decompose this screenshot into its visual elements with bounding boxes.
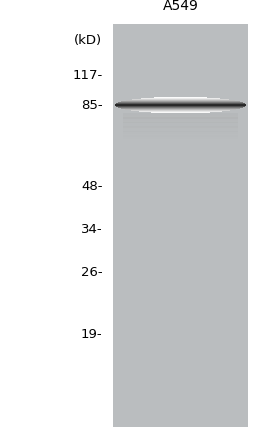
Text: 117-: 117- — [72, 69, 102, 82]
Bar — [123, 115, 238, 116]
Bar — [123, 130, 238, 132]
Bar — [123, 133, 238, 134]
Bar — [123, 113, 238, 115]
Text: 85-: 85- — [81, 99, 102, 112]
Text: 48-: 48- — [81, 180, 102, 193]
Bar — [113, 24, 248, 427]
Bar — [123, 124, 238, 125]
Bar — [123, 118, 238, 120]
Text: 19-: 19- — [81, 328, 102, 341]
Text: (kD): (kD) — [74, 34, 102, 47]
Bar — [123, 125, 238, 127]
Bar — [123, 117, 238, 119]
Bar — [123, 136, 238, 138]
Bar — [123, 138, 238, 139]
Text: 34-: 34- — [81, 223, 102, 236]
Bar — [123, 129, 238, 130]
Bar — [123, 122, 238, 124]
Bar — [123, 134, 238, 136]
Bar — [123, 135, 238, 137]
Bar — [123, 127, 238, 129]
Bar — [123, 120, 238, 121]
Text: 26-: 26- — [81, 266, 102, 279]
Bar — [123, 116, 238, 118]
Bar — [123, 126, 238, 128]
Bar — [123, 131, 238, 133]
Bar — [123, 121, 238, 123]
Text: A549: A549 — [163, 0, 198, 13]
